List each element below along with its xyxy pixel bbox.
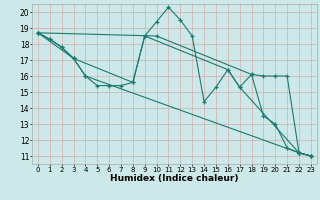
X-axis label: Humidex (Indice chaleur): Humidex (Indice chaleur) [110,174,239,183]
